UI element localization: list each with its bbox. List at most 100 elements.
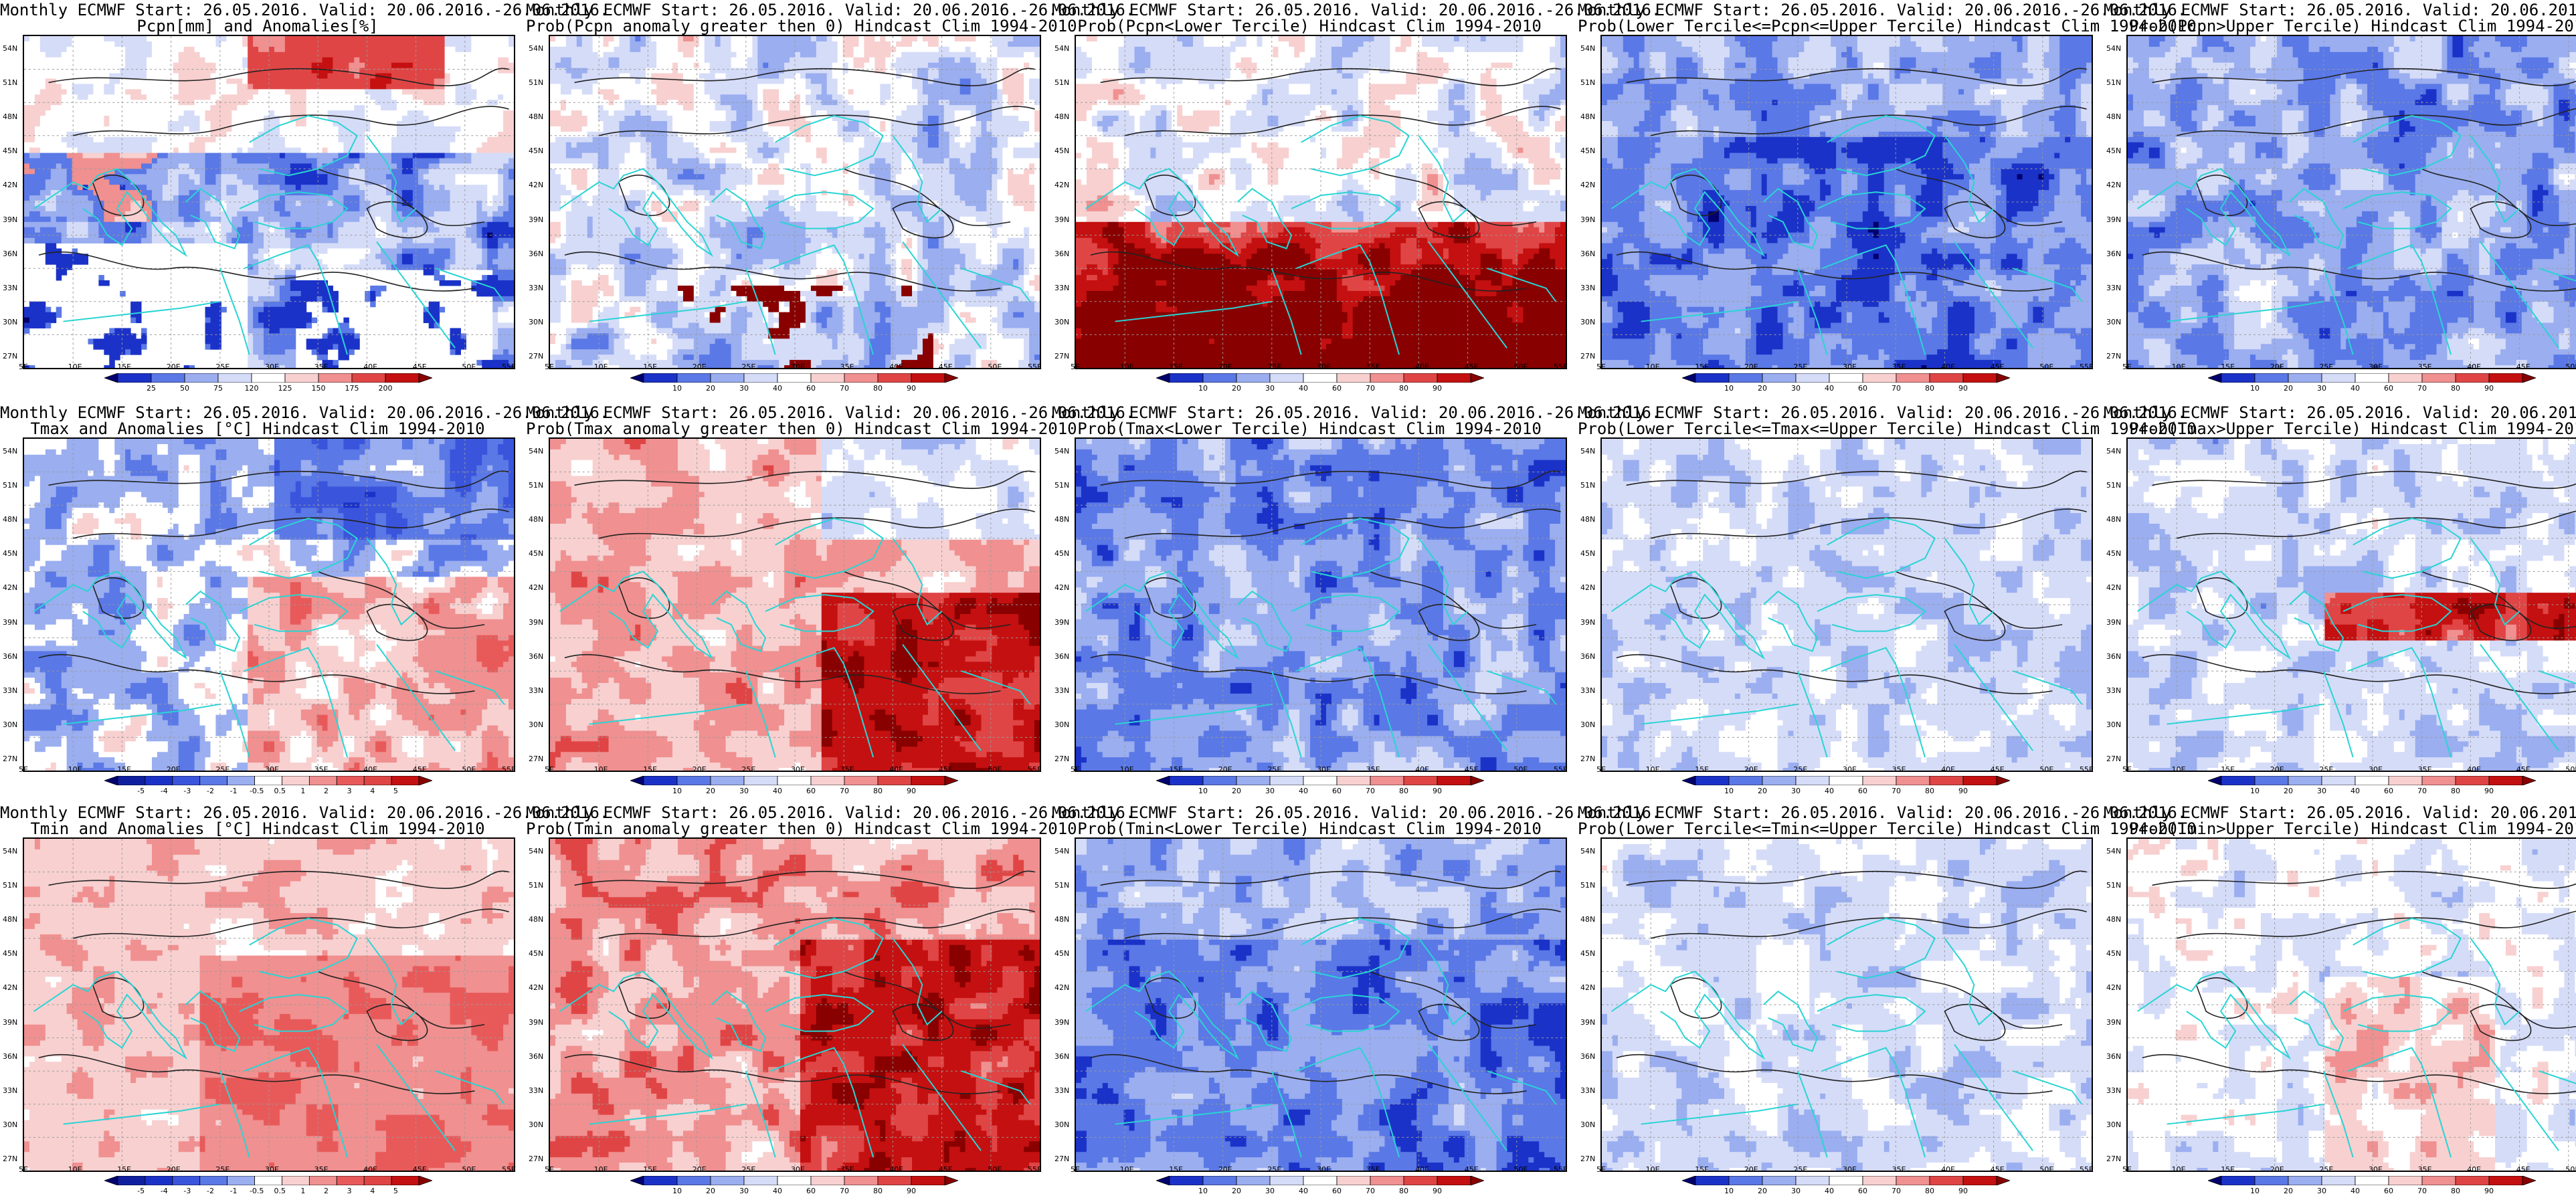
longitude-label: 40E [1941, 363, 1955, 371]
colorbar-tick-label: 20 [1226, 384, 1247, 393]
longitude-label: 45E [2516, 363, 2531, 371]
colorbar-tick-label: 40 [767, 787, 788, 795]
longitude-label: 5E [19, 765, 28, 774]
colorbar-tick-label: 20 [1752, 1187, 1772, 1195]
colorbar-tick-label: 60 [1327, 787, 1347, 795]
latitude-label: 45N [1580, 146, 1595, 155]
longitude-label: 50E [2039, 765, 2053, 774]
longitude-label: 50E [1513, 1165, 1528, 1174]
colorbar-tick-label: 3 [339, 1187, 359, 1195]
longitude-label: 15E [643, 1165, 657, 1174]
longitude-label: 20E [693, 363, 707, 371]
colorbar-tick-label: 80 [1394, 1187, 1414, 1195]
colorbar [1156, 776, 1484, 785]
colorbar-tick-label: -1 [223, 787, 244, 795]
latitude-label: 54N [3, 847, 17, 856]
colorbar-tick-label: 40 [1293, 384, 1313, 393]
forecast-panel: Monthly ECMWF Start: 26.05.2016. Valid: … [1052, 803, 1567, 1197]
colorbar-tick-label: 70 [834, 787, 854, 795]
latitude-label: 48N [529, 515, 543, 524]
longitude-label: 25E [2319, 1165, 2333, 1174]
latitude-label: 48N [1054, 112, 1069, 121]
map-frame [1075, 35, 1567, 369]
latitude-label: 27N [2106, 755, 2121, 763]
map-frame [23, 35, 515, 369]
colorbar [2208, 1176, 2536, 1185]
longitude-label: 35E [1892, 1165, 1906, 1174]
colorbar-tick-label: 2 [316, 787, 337, 795]
latitude-label: 33N [1580, 686, 1595, 695]
forecast-panel: Monthly ECMWF Start: 26.05.2016. Valid: … [1578, 0, 2093, 395]
latitude-label: 27N [3, 755, 17, 763]
longitude-label: 15E [117, 1165, 131, 1174]
longitude-label: 35E [1892, 765, 1906, 774]
forecast-panel: Monthly ECMWF Start: 26.05.2016. Valid: … [0, 403, 515, 797]
colorbar-tick-label: 40 [2345, 787, 2365, 795]
longitude-label: 10E [1646, 1165, 1660, 1174]
colorbar-tick-label: 60 [1853, 1187, 1873, 1195]
longitude-label: 45E [939, 1165, 953, 1174]
longitude-label: 15E [1695, 1165, 1709, 1174]
latitude-label: 39N [1580, 1018, 1595, 1027]
colorbar-tick-label: 30 [2312, 787, 2332, 795]
latitude-label: 45N [2106, 146, 2121, 155]
panel-title-line2: Prob(Pcpn<Lower Tercile) Hindcast Clim 1… [1052, 17, 1567, 35]
longitude-label: 25E [1793, 765, 1807, 774]
longitude-label: 50E [2039, 1165, 2053, 1174]
latitude-label: 54N [529, 447, 543, 456]
latitude-label: 36N [529, 249, 543, 258]
latitude-label: 36N [1054, 652, 1069, 661]
longitude-label: 50E [1513, 765, 1528, 774]
longitude-label: 55E [2080, 765, 2094, 774]
latitude-label: 30N [3, 720, 17, 729]
colorbar-tick-label: 70 [1360, 1187, 1380, 1195]
latitude-label: 27N [1054, 1155, 1069, 1163]
latitude-label: 39N [1054, 215, 1069, 224]
longitude-label: 55E [1028, 363, 1042, 371]
longitude-label: 5E [1071, 363, 1080, 371]
colorbar-tick-label: 60 [1853, 384, 1873, 393]
latitude-label: 54N [1054, 847, 1069, 856]
colorbar-tick-label: 1 [293, 787, 313, 795]
forecast-panel: Monthly ECMWF Start: 26.05.2016. Valid: … [526, 403, 1041, 797]
colorbar-tick-label: 80 [2446, 787, 2466, 795]
longitude-label: 15E [1695, 765, 1709, 774]
map-frame [549, 35, 1041, 369]
panel-title-line2: Prob(Tmin anomaly greater then 0) Hindca… [526, 820, 1041, 837]
colorbar-tick-label: 60 [1327, 1187, 1347, 1195]
longitude-label: 10E [68, 363, 82, 371]
longitude-label: 25E [2319, 765, 2333, 774]
longitude-label: 25E [2319, 363, 2333, 371]
colorbar-tick-label: 40 [1819, 384, 1839, 393]
longitude-label: 5E [2122, 1165, 2132, 1174]
longitude-label: 20E [1744, 363, 1758, 371]
latitude-label: 36N [2106, 1052, 2121, 1061]
longitude-label: 55E [502, 363, 516, 371]
colorbar-tick-label: 90 [901, 787, 921, 795]
longitude-label: 40E [2467, 765, 2481, 774]
latitude-label: 48N [2106, 915, 2121, 924]
longitude-label: 40E [2467, 363, 2481, 371]
latitude-label: 54N [529, 847, 543, 856]
longitude-label: 40E [363, 1165, 377, 1174]
colorbar-tick-label: 2 [316, 1187, 337, 1195]
longitude-label: 50E [462, 1165, 476, 1174]
longitude-label: 40E [2467, 1165, 2481, 1174]
colorbar-tick-label: 20 [1226, 787, 1247, 795]
latitude-label: 51N [1580, 78, 1595, 87]
panel-title-line2: Prob(Tmax<Lower Tercile) Hindcast Clim 1… [1052, 420, 1567, 437]
longitude-label: 10E [2172, 765, 2186, 774]
map-field [1076, 439, 1566, 771]
longitude-label: 30E [265, 765, 279, 774]
longitude-label: 20E [1744, 765, 1758, 774]
map-field [550, 839, 1040, 1171]
longitude-label: 5E [19, 363, 28, 371]
map-field [1076, 36, 1566, 368]
colorbar-tick-label: 40 [1819, 1187, 1839, 1195]
longitude-label: 45E [939, 765, 953, 774]
longitude-label: 35E [314, 1165, 329, 1174]
map-frame [549, 437, 1041, 772]
colorbar-tick-label: 5 [385, 1187, 405, 1195]
longitude-label: 10E [1646, 363, 1660, 371]
latitude-label: 42N [2106, 181, 2121, 189]
